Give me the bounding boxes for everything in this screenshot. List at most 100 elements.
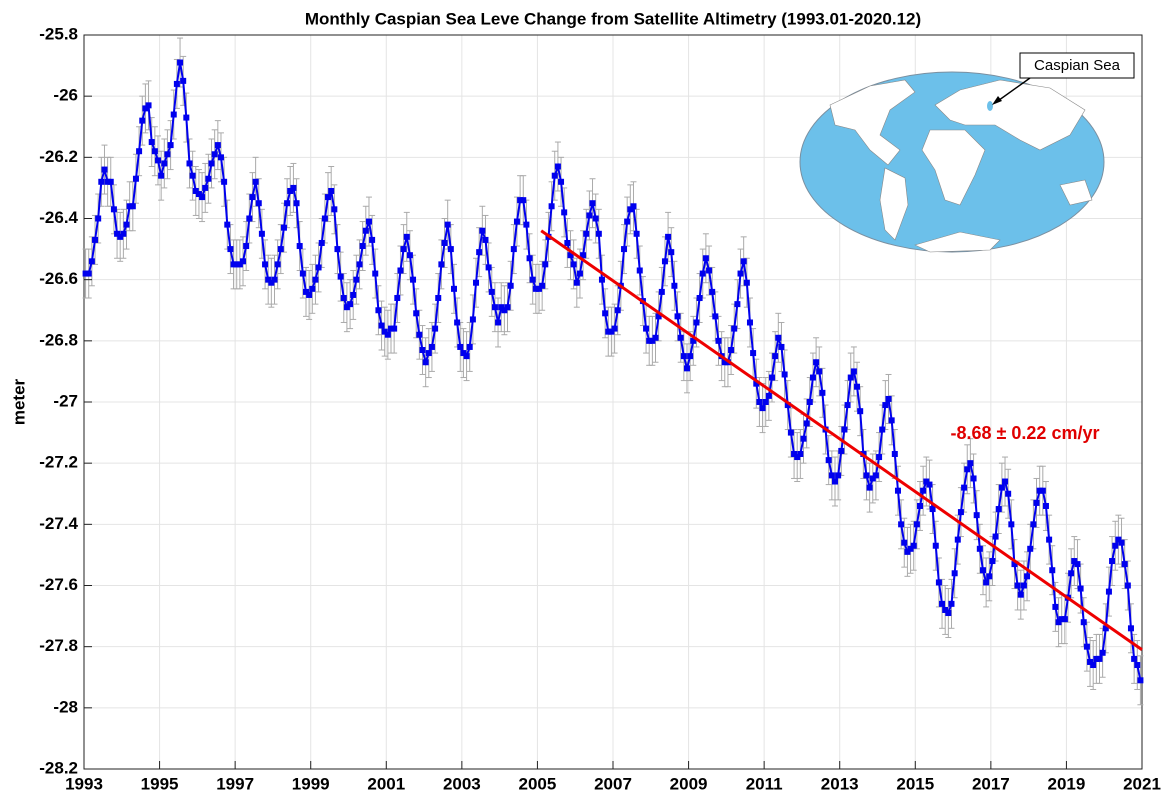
data-point [1052, 603, 1059, 610]
data-point [998, 484, 1005, 491]
data-point [353, 276, 360, 283]
data-point [523, 221, 530, 228]
data-point [520, 197, 527, 204]
data-point [1020, 582, 1027, 589]
data-point [542, 261, 549, 268]
data-point [772, 353, 779, 360]
data-point [973, 512, 980, 519]
data-point [306, 291, 313, 298]
data-point [1077, 585, 1084, 592]
data-point [236, 261, 243, 268]
data-point [917, 502, 924, 509]
data-point [504, 304, 511, 311]
data-point [693, 319, 700, 326]
data-point [961, 484, 968, 491]
x-tick-label: 2019 [1048, 774, 1086, 793]
data-point [1137, 677, 1144, 684]
data-point [942, 606, 949, 613]
data-point [1096, 655, 1103, 662]
data-point [110, 206, 117, 213]
data-point [287, 187, 294, 194]
data-point [816, 368, 823, 375]
data-point [485, 264, 492, 271]
data-point [365, 218, 372, 225]
data-point [658, 288, 665, 295]
continent [879, 167, 909, 241]
data-point [1127, 625, 1134, 632]
data-point [262, 261, 269, 268]
data-point [1058, 616, 1065, 623]
data-point [388, 325, 395, 332]
data-point [589, 200, 596, 207]
data-point [507, 282, 514, 289]
data-point [847, 374, 854, 381]
data-point [167, 142, 174, 149]
data-point [806, 399, 813, 405]
x-tick-label: 2015 [896, 774, 934, 793]
data-point [879, 426, 886, 433]
data-point [299, 270, 306, 277]
data-point [1030, 521, 1037, 528]
data-point [605, 328, 612, 335]
data-point [123, 221, 130, 228]
data-point [649, 337, 656, 344]
data-point [381, 328, 388, 335]
data-point [655, 313, 662, 320]
continent [829, 79, 916, 166]
data-point [756, 399, 763, 405]
data-point [290, 184, 297, 191]
data-point [126, 203, 133, 210]
data-point [240, 258, 247, 265]
data-point [498, 304, 505, 311]
data-point [831, 478, 838, 485]
data-point [976, 545, 983, 552]
data-point [400, 246, 407, 253]
data-point [432, 325, 439, 332]
data-point [334, 246, 341, 253]
data-point [375, 307, 382, 314]
data-point [576, 270, 583, 277]
data-point [510, 246, 517, 253]
data-point [567, 252, 574, 259]
data-point [746, 319, 753, 326]
data-point [857, 408, 864, 415]
data-point [646, 337, 653, 344]
data-point [325, 194, 332, 201]
data-point [598, 276, 605, 283]
data-point [211, 151, 218, 158]
data-point [337, 273, 344, 280]
data-point [797, 450, 804, 457]
data-point [139, 117, 146, 124]
data-point [221, 178, 228, 185]
data-point [775, 334, 782, 341]
data-point [690, 337, 697, 344]
data-point [192, 187, 199, 194]
data-point [602, 310, 609, 317]
data-point [904, 548, 911, 555]
data-point [570, 261, 577, 268]
y-tick-label: -27.4 [39, 514, 78, 533]
data-point [608, 328, 615, 335]
data-point [359, 243, 366, 250]
data-point [979, 567, 986, 574]
data-point [743, 279, 750, 286]
data-point [611, 325, 618, 332]
data-point [425, 350, 432, 357]
data-point [920, 487, 927, 494]
data-point [249, 194, 256, 201]
data-point [737, 270, 744, 277]
plot-area [82, 37, 1144, 706]
y-tick-label: -26.2 [39, 147, 78, 166]
data-point [214, 142, 221, 149]
data-point [255, 200, 262, 207]
data-point [284, 200, 291, 207]
data-point [709, 288, 716, 295]
x-tick-label: 2009 [670, 774, 708, 793]
data-point [347, 301, 354, 308]
data-point [120, 230, 127, 237]
data-point [781, 371, 788, 378]
data-point [513, 218, 520, 225]
data-point [340, 295, 347, 302]
data-point [866, 484, 873, 491]
data-point [939, 600, 946, 607]
